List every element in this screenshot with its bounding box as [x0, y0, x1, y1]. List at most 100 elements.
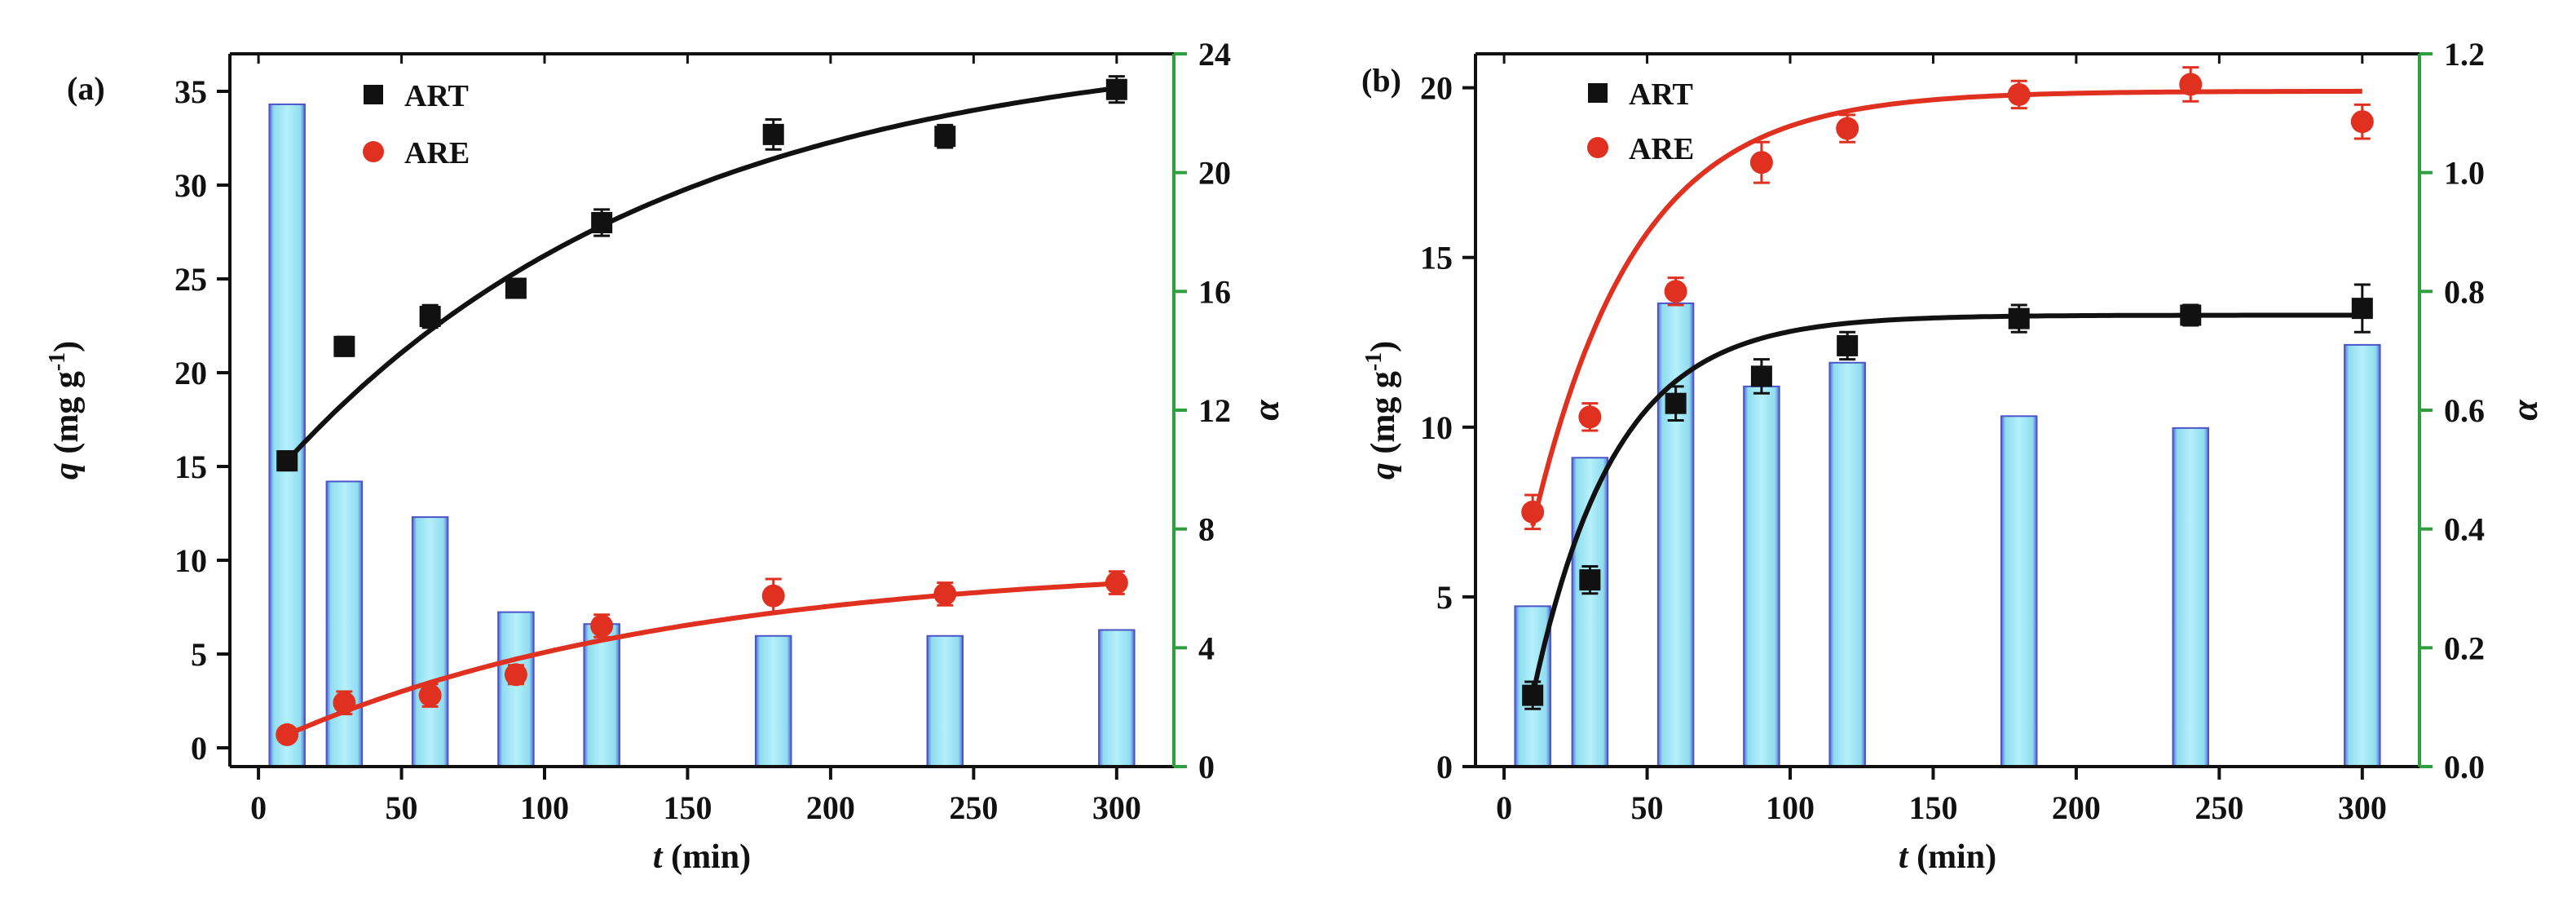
x-tick-label: 200: [2052, 789, 2101, 826]
data-point-art: [2180, 304, 2202, 326]
x-tick-label: 100: [520, 789, 569, 826]
data-point-are: [2007, 82, 2031, 106]
y-tick-label: 15: [174, 449, 207, 485]
y-tick-label: 25: [174, 261, 207, 298]
y2-tick-label: 0.6: [2444, 392, 2485, 429]
data-point-are: [761, 584, 785, 608]
y2-tick-label: 0.4: [2444, 511, 2485, 548]
y2-tick-label: 0: [1198, 749, 1215, 785]
data-point-art: [333, 335, 355, 357]
data-point-art: [762, 123, 784, 145]
data-point-art: [1579, 569, 1601, 591]
y-tick-label: 20: [1420, 70, 1453, 107]
x-tick-label: 150: [663, 789, 712, 826]
y2-tick-label: 1.0: [2444, 155, 2485, 192]
fit-curve-are: [1530, 88, 2362, 527]
data-point-are: [1521, 500, 1545, 524]
data-point-are: [2350, 110, 2374, 134]
y-tick-label: 0: [1436, 749, 1453, 785]
data-point-are: [276, 723, 299, 746]
y-tick-label: 10: [1420, 409, 1453, 446]
alpha-bar: [1098, 629, 1136, 767]
data-point-are: [504, 663, 527, 687]
x-axis-unit: (min): [663, 838, 752, 876]
data-point-art: [505, 277, 527, 299]
y-tick-label: 0: [191, 730, 207, 767]
y-axis-label: q (mg g-1): [1361, 341, 1402, 480]
alpha-bar: [754, 634, 792, 767]
fit-curve-are: [286, 581, 1117, 737]
y-tick-label: 5: [1436, 579, 1453, 616]
data-point-art: [1105, 78, 1127, 100]
x-tick-label: 250: [949, 789, 998, 826]
y2-tick-label: 16: [1198, 273, 1231, 310]
data-point-are: [933, 582, 957, 606]
y-tick-label: 35: [174, 73, 207, 110]
x-axis-label: t (min): [1899, 838, 1996, 876]
legend-marker-art: [364, 85, 383, 104]
alpha-bar: [268, 103, 306, 768]
alpha-bar: [1743, 385, 1780, 767]
data-point-are: [1749, 151, 1773, 175]
data-point-are: [333, 691, 356, 714]
alpha-bar: [497, 611, 535, 768]
data-point-art: [1665, 392, 1687, 414]
x-axis-unit: (min): [1908, 838, 1997, 876]
legend-label-art: ART: [404, 79, 469, 113]
alpha-bar: [2172, 427, 2210, 767]
alpha-bar: [2000, 415, 2038, 767]
x-tick-label: 200: [806, 789, 855, 826]
y-axis-sup: -1: [1361, 352, 1387, 371]
legend-label-art: ART: [1629, 77, 1693, 112]
x-tick-label: 50: [386, 789, 418, 826]
data-point-are: [2179, 73, 2203, 96]
legend-label-are: ARE: [404, 136, 470, 170]
y2-axis-label: α: [1245, 399, 1286, 421]
x-tick-label: 300: [2338, 789, 2387, 826]
y2-tick-label: 0.2: [2444, 630, 2485, 666]
y-tick-label: 20: [174, 355, 207, 391]
y-tick-label: 15: [1420, 240, 1453, 276]
data-point-art: [419, 306, 441, 327]
legend-label-are: ARE: [1629, 132, 1694, 166]
alpha-bar: [583, 623, 620, 768]
x-axis-var: t: [1899, 838, 1909, 876]
y2-tick-label: 1.2: [2444, 36, 2485, 73]
y2-tick-label: 24: [1198, 36, 1231, 73]
data-point-art: [2008, 307, 2030, 329]
data-point-art: [1522, 684, 1544, 706]
x-tick-label: 100: [1766, 789, 1815, 826]
y2-tick-label: 20: [1198, 155, 1231, 192]
data-point-are: [1105, 571, 1128, 595]
y-axis-unit-end: ): [48, 341, 86, 352]
y-tick-label: 5: [191, 636, 207, 673]
data-point-art: [1837, 334, 1859, 356]
y2-tick-label: 0.8: [2444, 273, 2485, 310]
chart-panel-b: 0 50 100 150 200 250 300 0 5 10 15 20 0.0 0.2 0.4 0.6 0.…: [1361, 36, 2545, 876]
panel-label: (a): [67, 70, 105, 107]
y-tick-label: 10: [174, 542, 207, 579]
y2-tick-label: 8: [1198, 511, 1215, 548]
data-point-are: [1578, 405, 1602, 429]
data-point-art: [1750, 365, 1772, 387]
data-point-are: [590, 614, 614, 638]
x-tick-label: 50: [1631, 789, 1664, 826]
y-axis-unit-end: ): [1365, 341, 1402, 352]
x-tick-label: 300: [1092, 789, 1141, 826]
y-axis-sup: -1: [45, 352, 70, 371]
y2-tick-label: 12: [1198, 392, 1231, 429]
data-point-art: [591, 212, 613, 233]
x-tick-label: 0: [250, 789, 267, 826]
x-axis-label: t (min): [653, 838, 751, 876]
y-tick-label: 30: [174, 167, 207, 204]
x-tick-label: 250: [2194, 789, 2243, 826]
chart-panel-a: 0 50 100 150 200 250 300 0 5 10 15 20 25 30 35 0 4 8 12 16 2…: [45, 36, 1286, 876]
alpha-bar: [926, 634, 964, 767]
y2-tick-label: 0.0: [2444, 749, 2485, 785]
alpha-bar: [2344, 343, 2381, 767]
data-point-art: [2351, 298, 2373, 320]
legend-marker-are: [1587, 137, 1608, 158]
y-axis-var: q: [1365, 462, 1402, 480]
fit-curve-art: [285, 86, 1118, 463]
